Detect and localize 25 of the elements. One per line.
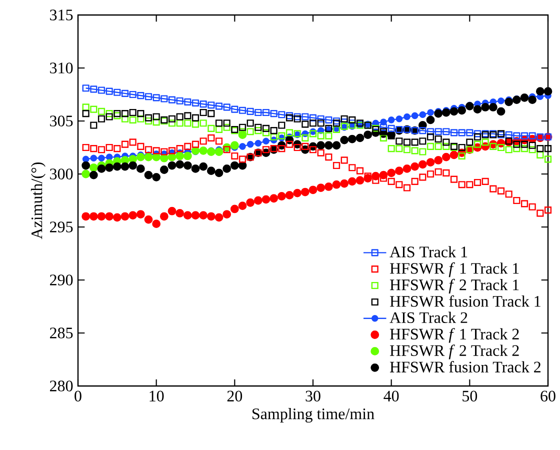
legend-label: AIS Track 2 (390, 312, 468, 324)
legend-label: HFSWR f 1 Track 1 (390, 262, 519, 278)
y-tick-label: 305 (50, 116, 73, 126)
y-tick-label: 285 (50, 328, 73, 338)
y-tick-label: 280 (50, 380, 73, 392)
y-tick-label: 295 (50, 222, 73, 232)
x-axis-title: Sampling time/min (252, 408, 374, 423)
x-tick-label: 40 (384, 390, 399, 402)
legend-label: AIS Track 1 (390, 246, 468, 258)
legend-label: HFSWR fusion Track 1 (390, 295, 540, 307)
y-tick-label: 310 (50, 62, 73, 74)
x-tick-label: 60 (540, 390, 556, 402)
y-tick-label: 290 (50, 274, 73, 286)
legend-label: HFSWR f 2 Track 2 (390, 344, 519, 360)
y-axis-title: Azimuth/(°) (30, 162, 46, 240)
y-tick-label: 300 (50, 168, 73, 180)
x-tick-label: 10 (150, 390, 164, 402)
y-tick-label: 315 (50, 10, 73, 20)
x-tick-label: 50 (462, 390, 478, 402)
x-tick-label: 20 (227, 390, 242, 402)
legend-label: HFSWR f 1 Track 2 (390, 328, 519, 343)
x-tick-label: 0 (74, 390, 82, 402)
legend-label: HFSWR f 2 Track 1 (390, 278, 519, 294)
x-tick-label: 30 (306, 390, 320, 402)
legend-label: HFSWR fusion Track 2 (390, 361, 540, 373)
